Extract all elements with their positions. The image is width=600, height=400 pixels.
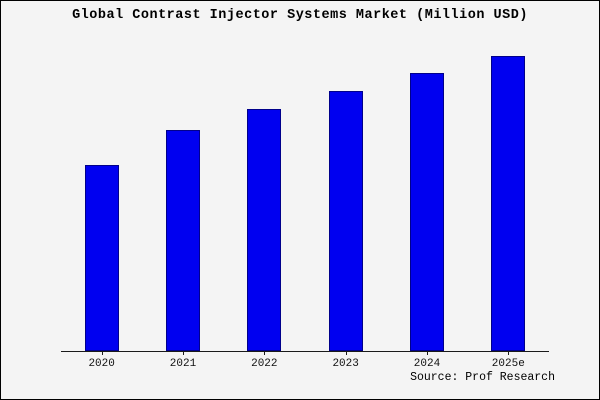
bar-2020 [84, 165, 119, 351]
x-tick-label: 2021 [169, 358, 197, 370]
x-axis-tick [508, 351, 510, 355]
source-note: Source: Prof Research [410, 371, 555, 384]
x-tick-label: 2020 [88, 358, 115, 370]
chart-title: Global Contrast Injector Systems Market … [72, 8, 528, 23]
x-axis-tick [264, 351, 266, 355]
bar-slot-2024: 2024 [386, 41, 467, 370]
bar-2022 [247, 108, 282, 351]
x-axis-tick [101, 351, 103, 355]
x-axis-tick [345, 351, 347, 355]
bar-2021 [165, 129, 200, 351]
x-tick-label: 2022 [251, 358, 278, 370]
x-tick-label: 2025e [491, 358, 525, 370]
bar-2023 [328, 91, 363, 351]
bar-slot-2025e: 2025e [468, 41, 549, 370]
bar-2025e [491, 55, 526, 351]
x-tick-label: 2023 [332, 358, 359, 370]
x-axis-tick [182, 351, 184, 355]
x-tick-label: 2024 [413, 358, 441, 370]
bar-2024 [409, 73, 444, 351]
bar-slot-2023: 2023 [305, 41, 386, 370]
bars-container: 2020 2021 2022 2023 2024 2025e [61, 41, 549, 370]
bar-slot-2021: 2021 [142, 41, 223, 370]
bar-slot-2020: 2020 [61, 41, 142, 370]
plot-area: 2020 2021 2022 2023 2024 2025e [61, 41, 549, 370]
x-axis-tick [426, 351, 428, 355]
bar-slot-2022: 2022 [224, 41, 305, 370]
